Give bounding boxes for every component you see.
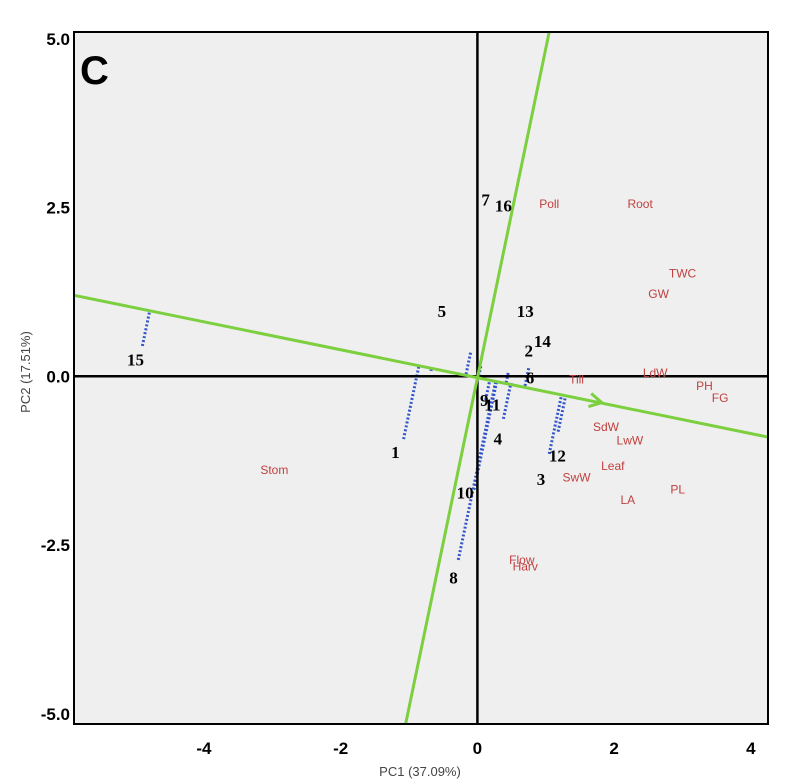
trait-label: Poll	[539, 197, 559, 211]
y-tick-label: 0.0	[46, 367, 70, 386]
x-tick-labels: -4 -2 0 2 4	[196, 739, 756, 758]
trait-label: SdW	[593, 420, 620, 434]
projection-line-14	[523, 367, 531, 388]
trait-label: LdW	[643, 366, 668, 380]
trait-label: Flow	[509, 553, 535, 567]
y-tick-label: 2.5	[46, 199, 70, 218]
genotype-label: 13	[517, 302, 534, 321]
trait-label: Root	[627, 197, 653, 211]
genotype-label: 4	[494, 429, 503, 448]
trait-label: PH	[696, 379, 713, 393]
trait-label: PL	[670, 483, 685, 497]
projection-line-1	[402, 365, 421, 440]
genotype-label: 2	[524, 342, 533, 361]
trait-label: LA	[620, 493, 635, 507]
projection-line-9	[484, 379, 492, 401]
trait-label: FG	[712, 391, 729, 405]
projection-line-15	[140, 310, 152, 347]
plot-frame	[73, 31, 769, 725]
x-tick-label: 2	[609, 739, 618, 758]
y-axis-label: PC2 (17.51%)	[18, 331, 33, 413]
x-tick-label: 0	[473, 739, 482, 758]
trait-label: Stom	[260, 463, 288, 477]
arrow-head	[587, 392, 605, 409]
trait-label: SwW	[563, 471, 592, 485]
genotype-label: 16	[495, 197, 512, 216]
pc-axis-line	[73, 293, 769, 439]
x-axis-label: PC1 (37.09%)	[379, 764, 461, 779]
x-tick-label: -4	[196, 739, 212, 758]
genotype-label: 3	[537, 470, 546, 489]
genotype-label: 11	[484, 396, 500, 415]
genotype-label: 1	[391, 443, 400, 462]
panel-label: C	[80, 49, 109, 93]
trait-label: Harv	[513, 560, 538, 574]
genotype-label: 14	[534, 332, 552, 351]
x-tick-label: 4	[746, 739, 756, 758]
genotype-label: 12	[549, 446, 566, 465]
x-tick-label: -2	[333, 739, 348, 758]
trait-label: GW	[648, 287, 669, 301]
trait-label: LwW	[617, 433, 644, 447]
plot-area-background	[74, 32, 768, 724]
projection-line-11	[488, 381, 498, 412]
y-tick-labels: 5.0 2.5 0.0 -2.5 -5.0	[41, 30, 70, 724]
trait-label: TWC	[669, 267, 697, 281]
y-tick-label: -2.5	[41, 536, 70, 555]
projection-line-13	[504, 372, 510, 384]
genotype-label: 15	[127, 350, 144, 369]
genotype-label: 7	[481, 190, 490, 209]
genotype-label: 8	[449, 568, 458, 587]
y-tick-label: -5.0	[41, 705, 70, 724]
genotype-label: 6	[526, 369, 535, 388]
projection-line-4	[501, 384, 513, 420]
y-tick-label: 5.0	[46, 30, 70, 49]
green-line-layer	[73, 31, 769, 725]
genotype-label: 9	[480, 391, 489, 410]
perpendicular-axis-line	[404, 31, 551, 725]
trait-label: Till	[569, 373, 584, 387]
genotype-label: 10	[457, 483, 474, 502]
projection-layer	[140, 310, 568, 561]
trait-label: Leaf	[601, 459, 625, 473]
genotype-label: 5	[438, 302, 447, 321]
